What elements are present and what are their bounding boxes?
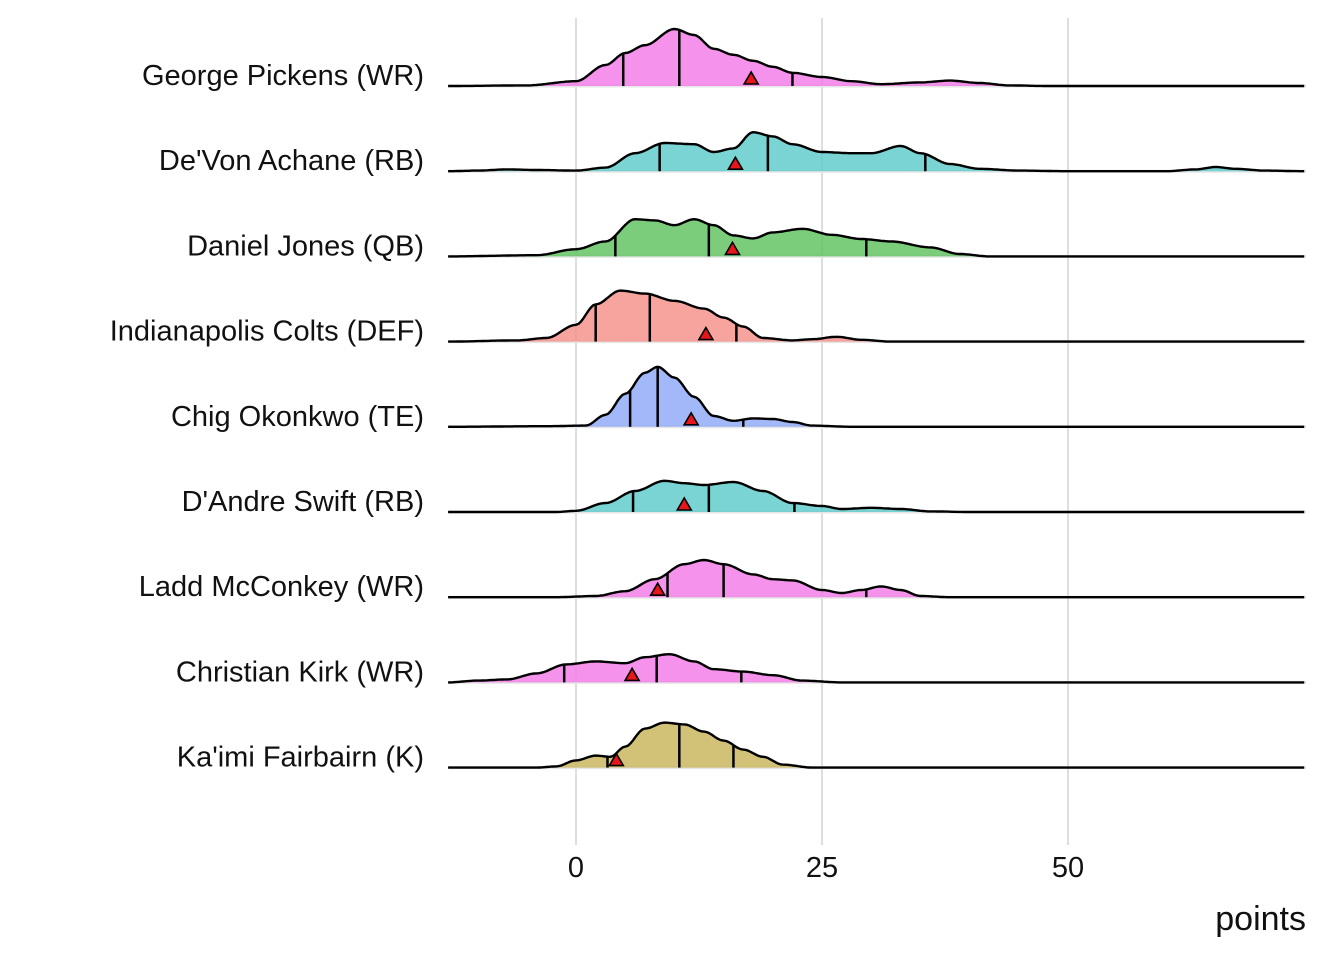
projection-marker bbox=[649, 581, 667, 596]
ridge-outline bbox=[448, 27, 1305, 88]
ridge-series bbox=[448, 365, 1305, 428]
ridge-series bbox=[448, 558, 1305, 599]
ridge-series bbox=[448, 27, 1305, 88]
projection-marker bbox=[742, 70, 760, 85]
ridge-area bbox=[448, 132, 1305, 172]
projection-marker bbox=[724, 240, 741, 256]
ridge-series bbox=[448, 131, 1305, 173]
projection-marker bbox=[727, 155, 744, 170]
ridge-outline bbox=[448, 558, 1305, 599]
row-label: George Pickens (WR) bbox=[142, 60, 424, 92]
ridge-area bbox=[448, 366, 1305, 427]
ridge-area bbox=[448, 219, 1305, 257]
row-label: Christian Kirk (WR) bbox=[176, 656, 424, 688]
ridge-area bbox=[448, 290, 1305, 342]
ridge-outline bbox=[448, 289, 1305, 343]
ridge-series bbox=[448, 289, 1305, 343]
row-label: Indianapolis Colts (DEF) bbox=[110, 316, 424, 348]
ridge-series bbox=[448, 479, 1305, 514]
row-label: Daniel Jones (QB) bbox=[187, 230, 424, 262]
ridge-series bbox=[448, 218, 1305, 258]
grid-layer bbox=[575, 18, 1069, 845]
ridge-area bbox=[448, 722, 1305, 768]
x-axis: 0 25 50 bbox=[568, 852, 1084, 884]
projection-marker bbox=[607, 752, 625, 767]
projection-marker bbox=[697, 326, 715, 341]
row-label: Ladd McConkey (WR) bbox=[139, 571, 424, 603]
row-label: D'Andre Swift (RB) bbox=[182, 486, 424, 518]
ridge-area bbox=[448, 480, 1305, 512]
ridge-outline bbox=[448, 479, 1305, 514]
ridge-outline bbox=[448, 218, 1305, 258]
row-label: Ka'imi Fairbairn (K) bbox=[177, 742, 424, 774]
label-layer: George Pickens (WR) De'Von Achane (RB) Dan… bbox=[110, 60, 424, 774]
x-axis-title: points bbox=[1215, 900, 1306, 938]
projection-marker bbox=[675, 496, 693, 511]
projection-marker bbox=[623, 666, 641, 682]
projection-marker bbox=[682, 411, 700, 426]
ridge-outline bbox=[448, 131, 1305, 173]
ridge-area bbox=[448, 29, 1305, 86]
x-tick-label: 50 bbox=[1052, 852, 1084, 884]
x-tick-label: 25 bbox=[806, 852, 838, 884]
ridge-outline bbox=[448, 721, 1305, 769]
row-label: De'Von Achane (RB) bbox=[159, 145, 424, 177]
ridge-series bbox=[448, 653, 1305, 684]
ridge-outline bbox=[448, 365, 1305, 428]
ridge-area bbox=[448, 654, 1305, 683]
row-label: Chig Okonkwo (TE) bbox=[171, 401, 424, 433]
ridge-series bbox=[448, 721, 1305, 769]
ridge-layer bbox=[448, 27, 1305, 769]
x-tick-label: 0 bbox=[568, 852, 584, 884]
ridge-outline bbox=[448, 653, 1305, 684]
ridge-area bbox=[448, 560, 1305, 598]
